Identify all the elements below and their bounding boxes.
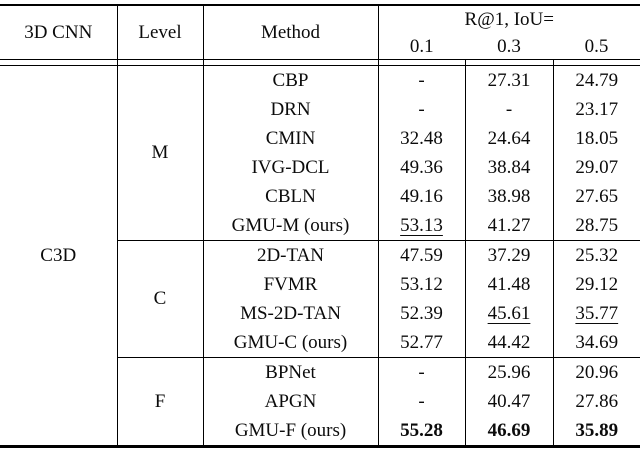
- value-cell: 27.65: [552, 182, 640, 211]
- table-row: APGN - 40.47 27.86: [0, 387, 640, 416]
- table-row: CBLN 49.16 38.98 27.65: [0, 182, 640, 211]
- threshold-header-0-3: 0.3: [497, 35, 521, 57]
- value-cell: 53.13: [377, 211, 465, 241]
- double-rule-row: [0, 59, 640, 66]
- method-cell: FVMR: [202, 270, 378, 299]
- threshold-header-0-5: 0.5: [584, 35, 609, 57]
- value-cell: 25.32: [552, 240, 640, 270]
- rule-segment: [116, 59, 203, 66]
- value-cell: 24.79: [552, 65, 640, 95]
- rule-segment: [464, 59, 553, 66]
- rule-segment: [552, 59, 640, 66]
- method-cell: IVG-DCL: [202, 153, 378, 182]
- value-cell: -: [464, 95, 553, 124]
- value-cell: 52.39: [377, 299, 465, 328]
- value-cell: -: [377, 387, 465, 416]
- col-header-level: Level: [116, 5, 203, 60]
- method-cell: 2D-TAN: [202, 240, 378, 270]
- method-cell: MS-2D-TAN: [202, 299, 378, 328]
- underlined-value: 53.13: [400, 214, 443, 236]
- table-row: DRN - - 23.17: [0, 95, 640, 124]
- method-cell: BPNet: [202, 357, 378, 387]
- value-cell: 35.89: [552, 416, 640, 447]
- table-row: F BPNet - 25.96 20.96: [0, 357, 640, 447]
- level-cell-f: F: [116, 357, 203, 447]
- table-row: GMU-M (ours) 53.13 41.27 28.75: [0, 211, 640, 241]
- method-cell: GMU-C (ours): [202, 328, 378, 358]
- rule-segment: [377, 59, 465, 66]
- value-cell: 29.07: [552, 153, 640, 182]
- value-cell: 41.48: [464, 270, 553, 299]
- results-table: 3D CNN Level Method R@1, IoU= 0.1 0.3 0.…: [0, 4, 640, 448]
- table-row: IVG-DCL 49.36 38.84 29.07: [0, 153, 640, 182]
- value-cell: 38.84: [464, 153, 553, 182]
- method-cell: CBP: [202, 65, 378, 95]
- value-cell: 29.12: [552, 270, 640, 299]
- value-cell: 35.77: [552, 299, 640, 328]
- value-cell: 49.36: [377, 153, 465, 182]
- table-row: GMU-F (ours) 55.28 46.69 35.89: [0, 416, 640, 447]
- value-cell: -: [377, 65, 465, 95]
- value-cell: 34.69: [552, 328, 640, 358]
- value-cell: 44.42: [464, 328, 553, 358]
- underlined-value: 35.77: [575, 302, 619, 324]
- method-cell: CMIN: [202, 124, 378, 153]
- value-cell: 23.17: [552, 95, 640, 124]
- table-row: C3D M CBP - 27.31 24.79: [0, 65, 640, 265]
- rule-segment: [0, 59, 117, 66]
- value-cell: 20.96: [552, 357, 640, 387]
- header-row-thresholds: 0.1 0.3 0.5: [0, 34, 640, 60]
- value-cell: 53.12: [377, 270, 465, 299]
- table-row: CMIN 32.48 24.64 18.05: [0, 124, 640, 153]
- value-cell: 55.28: [377, 416, 465, 447]
- value-cell: -: [377, 357, 465, 387]
- underlined-value: 45.61: [487, 302, 531, 324]
- value-cell: 27.86: [552, 387, 640, 416]
- value-cell: 52.77: [377, 328, 465, 358]
- value-cell: 47.59: [377, 240, 465, 270]
- value-cell: 49.16: [377, 182, 465, 211]
- value-cell: -: [377, 95, 465, 124]
- level-cell-m: M: [116, 65, 203, 241]
- value-cell: 37.29: [464, 240, 553, 270]
- value-cell: 41.27: [464, 211, 553, 241]
- col-header-method: Method: [202, 5, 378, 60]
- method-cell: DRN: [202, 95, 378, 124]
- threshold-header-0-1: 0.1: [377, 34, 465, 60]
- table-row: MS-2D-TAN 52.39 45.61 35.77: [0, 299, 640, 328]
- group-header-r1-iou: R@1, IoU=: [377, 5, 640, 34]
- method-cell: GMU-M (ours): [202, 211, 378, 241]
- value-cell: 18.05: [552, 124, 640, 153]
- method-cell: APGN: [202, 387, 378, 416]
- value-cell: 40.47: [464, 387, 553, 416]
- value-cell: 32.48: [377, 124, 465, 153]
- value-cell: 28.75: [552, 211, 640, 241]
- cnn-cell: C3D: [40, 244, 77, 266]
- table-row: FVMR 53.12 41.48 29.12: [0, 270, 640, 299]
- value-cell: 46.69: [464, 416, 553, 447]
- method-cell: CBLN: [202, 182, 378, 211]
- value-cell: 24.64: [464, 124, 553, 153]
- table-row: GMU-C (ours) 52.77 44.42 34.69: [0, 328, 640, 358]
- level-cell-c: C: [116, 240, 203, 358]
- value-cell: 25.96: [464, 357, 553, 387]
- value-cell: 27.31: [464, 65, 553, 95]
- value-cell: 38.98: [464, 182, 553, 211]
- col-header-3d-cnn: 3D CNN: [24, 21, 93, 43]
- method-cell: GMU-F (ours): [202, 416, 378, 447]
- rule-segment: [202, 59, 378, 66]
- table-row: C 2D-TAN 47.59 37.29 25.32: [0, 240, 640, 358]
- header-row-top: 3D CNN Level Method R@1, IoU=: [0, 5, 640, 60]
- value-cell: 45.61: [464, 299, 553, 328]
